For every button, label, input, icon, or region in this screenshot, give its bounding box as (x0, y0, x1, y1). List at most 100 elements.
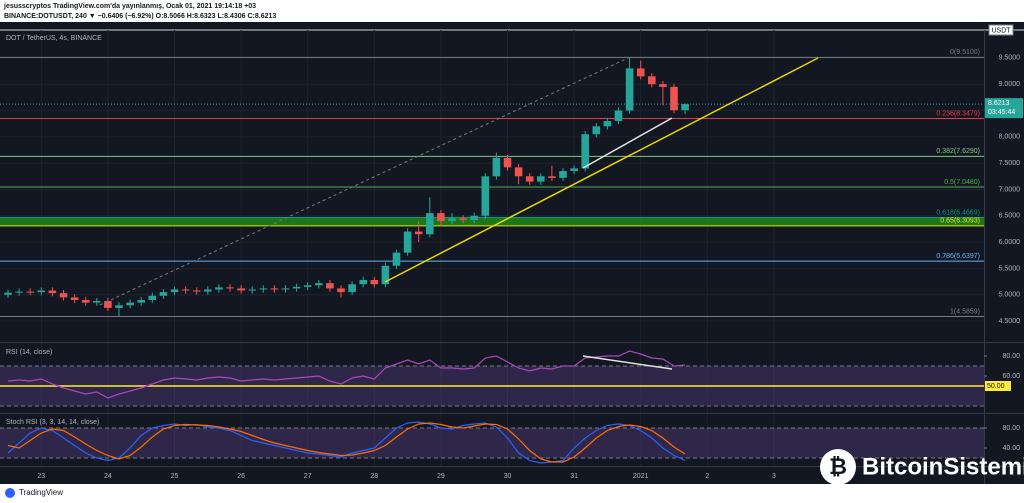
fib-label: 0(9.5100) (950, 49, 980, 56)
candle-body (570, 168, 578, 172)
y-tick-label: 9.0000 (999, 81, 1021, 88)
candle-body (326, 283, 334, 289)
candle-body (548, 176, 556, 178)
candle-body (15, 291, 23, 293)
svg-text:₿: ₿ (829, 454, 847, 479)
candle-body (248, 289, 256, 291)
x-tick-label: 3 (772, 473, 776, 480)
candle-body (303, 285, 312, 287)
candle-body (337, 288, 345, 293)
candle-body (581, 134, 589, 169)
candle-body (559, 171, 567, 178)
x-tick-label: 27 (304, 473, 312, 480)
x-tick-label: 28 (370, 473, 378, 480)
y-tick-label: 7.0000 (999, 186, 1021, 193)
candle-body (636, 68, 645, 77)
candle-body (281, 288, 290, 290)
indicator-line (7, 350, 686, 399)
y-tick-label: 9.5000 (999, 55, 1021, 62)
divergence-line (582, 355, 673, 370)
plot: 23 24 25 26 27 28 29 30 31 2021 2 34.50005.00005.50… (0, 24, 1023, 480)
candle-body (270, 288, 279, 290)
candle-body (481, 176, 490, 216)
chart-bg (0, 22, 1024, 484)
chart-legend: DOT / TetherUS, 4s, BINANCE (6, 35, 102, 42)
x-tick-label: 26 (237, 473, 245, 480)
y-tick-label: 5.5000 (999, 265, 1021, 272)
x-tick-label: 23 (37, 473, 45, 480)
candle-body (115, 305, 123, 308)
candle-body (59, 293, 68, 298)
last-price-box (985, 98, 1023, 119)
header-line2: BINANCE:DOTUSDT, 240 ▼ −0.6406 (−6.92%) … (4, 13, 276, 20)
candle-body (381, 265, 390, 285)
header-bg (0, 0, 1024, 22)
candle-body (259, 288, 268, 290)
candle-body (70, 297, 79, 300)
candle-body (81, 300, 90, 303)
candle-body (4, 292, 12, 295)
candle-body (437, 213, 445, 222)
y-tick-label: 4.5000 (999, 318, 1021, 325)
y-tick-label: 6.0000 (999, 239, 1021, 246)
fib-label: 0.382(7.6290) (936, 148, 980, 155)
x-tick-label: 31 (570, 473, 578, 480)
candle-body (26, 291, 34, 293)
candle-body (448, 218, 456, 222)
candle-body (192, 290, 201, 292)
candle-body (681, 104, 689, 111)
brand: TradingView (19, 488, 63, 497)
candle-body (514, 167, 523, 177)
candle-body (181, 289, 190, 291)
trend-line (582, 117, 673, 169)
brand-logo (5, 488, 15, 498)
x-tick-label: 2021 (633, 473, 649, 480)
currency-box (988, 24, 1014, 36)
candle-body (603, 121, 612, 127)
x-tick-label: 24 (104, 473, 112, 480)
candle-body (315, 283, 323, 286)
candle-body (170, 289, 179, 293)
candle-body (215, 287, 223, 290)
candle-body (492, 157, 501, 177)
candle-body (137, 300, 145, 303)
fib-zone (0, 217, 984, 226)
header-line1: jesusscryptos TradingView.com'da yayınla… (3, 3, 256, 10)
candle-body (414, 231, 423, 235)
level-label: 50.00 (987, 383, 1005, 390)
candle-body (648, 76, 656, 85)
x-tick-label: 29 (437, 473, 445, 480)
candle-body (670, 86, 678, 111)
y-tick-label: 8.0000 (999, 134, 1021, 141)
indicator-line (7, 422, 686, 463)
candle-body (359, 280, 367, 285)
candle-body (537, 176, 545, 182)
candle-body (237, 288, 245, 291)
last-price-label: 8.6213 (988, 100, 1010, 107)
candle-body (148, 295, 157, 300)
y-tick-label: 80.00 (1002, 425, 1020, 432)
x-tick-label: 2 (705, 473, 709, 480)
candle-body (659, 84, 667, 87)
y-tick-label: 60.00 (1002, 373, 1020, 380)
candle-body (592, 126, 601, 135)
fib-label: 0.5(7.0480) (944, 179, 980, 186)
fib-label: 0.618(6.4669) (936, 209, 980, 216)
fib-trend-line (99, 57, 629, 306)
x-tick-label: 30 (504, 473, 512, 480)
level-box (985, 381, 1011, 391)
fib-label: 0.65(6.3093) (940, 218, 980, 225)
candle-body (503, 157, 512, 168)
y-tick-label: 40.00 (1002, 445, 1020, 452)
candle-body (426, 213, 434, 235)
indicator-title: RSI (14, close) (6, 349, 52, 356)
candle-body (525, 176, 534, 182)
indicator-band (0, 428, 984, 458)
y-tick-label: 5.0000 (999, 292, 1021, 299)
candle-body (104, 301, 112, 308)
x-tick-label: 25 (171, 473, 179, 480)
candle-body (614, 110, 623, 122)
fib-label: 0.786(5.6397) (936, 253, 980, 260)
watermark-icon: ₿ (820, 449, 856, 485)
